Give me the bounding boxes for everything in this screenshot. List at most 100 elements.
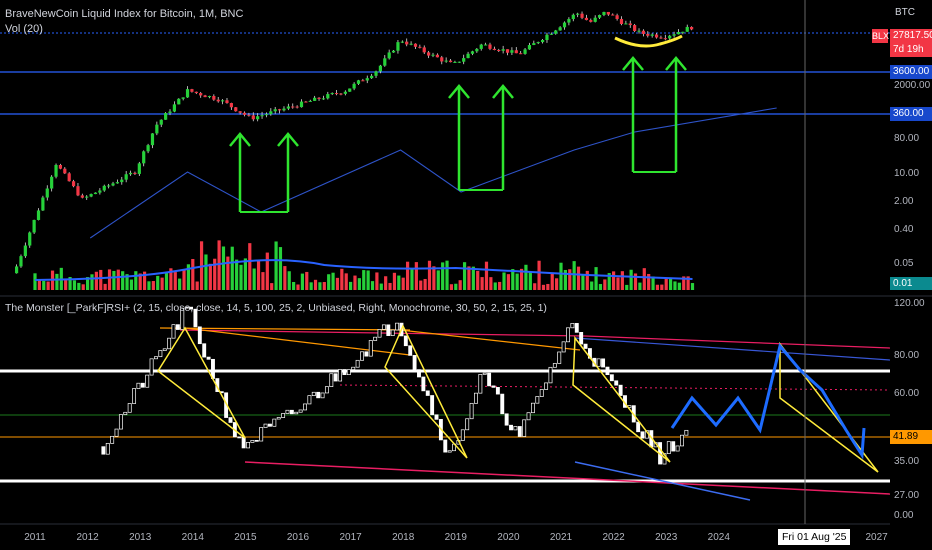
candle-body: [484, 44, 488, 46]
candle-body: [221, 100, 225, 102]
candle-body: [76, 186, 80, 196]
candle-body: [168, 111, 172, 114]
volume-bar: [664, 278, 668, 290]
volume-bar: [546, 283, 550, 290]
rsi-candle: [158, 350, 163, 358]
rsi-candle: [403, 335, 408, 347]
candle-body: [32, 219, 36, 233]
volume-bar: [300, 273, 304, 290]
volume-bar: [493, 282, 497, 290]
rsi-candle: [289, 409, 294, 415]
volume-bar: [366, 270, 370, 290]
rsi-candle: [465, 418, 470, 431]
indicator-title: The Monster [_ParkF]RSI+ (2, 15, close, …: [5, 302, 547, 314]
rsi-candle: [132, 388, 137, 404]
volume-bar: [138, 273, 142, 290]
volume-bar: [230, 246, 234, 290]
volume-bar: [99, 269, 103, 290]
volume-bar: [274, 241, 278, 290]
candle-body: [628, 23, 632, 26]
rsi-candle: [351, 366, 356, 370]
candle-body: [668, 35, 672, 39]
rsi-candle: [145, 374, 150, 388]
volume-bar: [191, 258, 195, 290]
rsi-candle: [474, 392, 478, 404]
rsi-candle: [601, 358, 606, 368]
rsi-candle: [360, 351, 364, 361]
candle-body: [146, 145, 150, 152]
volume-bar: [173, 272, 177, 290]
volume-bar: [515, 273, 519, 290]
candle-body: [370, 75, 374, 79]
volume-bar: [125, 274, 129, 290]
candle-body: [330, 93, 334, 95]
rsi-candle: [346, 369, 351, 375]
volume-bar: [195, 281, 199, 290]
candle-body: [177, 98, 181, 105]
volume-bar: [33, 273, 37, 290]
volume-pane: [33, 240, 695, 290]
volume-bar: [401, 277, 405, 290]
arrow-head: [229, 132, 251, 147]
rsi-candle: [566, 327, 570, 343]
candle-body: [93, 192, 98, 195]
candle-body: [291, 106, 295, 108]
candle-body: [242, 112, 247, 115]
candle-body: [549, 33, 553, 35]
volume-bar: [563, 269, 567, 290]
volume-bar: [555, 278, 559, 290]
rsi-trendline: [179, 329, 586, 337]
candle-body: [527, 45, 532, 50]
rsi-candle: [570, 323, 575, 329]
candle-body: [273, 109, 277, 112]
volume-bar: [638, 282, 642, 290]
up-arrow-6: [665, 56, 687, 172]
candle-body: [67, 173, 71, 182]
rsi-candle: [368, 340, 373, 357]
candle-body: [308, 100, 312, 102]
candle-body: [641, 30, 646, 34]
volume-bar: [454, 283, 458, 290]
volume-bar: [309, 282, 313, 290]
volume-bar: [248, 243, 252, 290]
volume-bar: [550, 273, 554, 290]
candle-body: [14, 266, 19, 274]
time-axis-label: 2012: [76, 532, 99, 543]
time-axis-label: 2015: [234, 532, 257, 543]
volume-bar: [620, 271, 624, 290]
candle-body: [58, 164, 63, 169]
candle-body: [107, 185, 111, 187]
candle-body: [431, 54, 435, 56]
volume-bar: [270, 283, 274, 290]
crosshair-date-label: Fri 01 Aug '25: [778, 529, 851, 545]
volume-bar: [261, 272, 265, 290]
candle-body: [475, 48, 479, 52]
candle-body: [299, 101, 304, 108]
candle-body: [203, 95, 207, 98]
rsi-candle: [596, 358, 601, 367]
candle-body: [510, 50, 514, 53]
time-axis-label: 2014: [182, 532, 205, 543]
rsi-candle: [487, 372, 492, 387]
candle-body: [356, 80, 361, 84]
arrow-head: [492, 84, 514, 99]
volume-bar: [647, 273, 651, 290]
rsi-candle: [408, 345, 413, 356]
time-axis-label: 2027: [865, 532, 888, 543]
time-axis-label: 2024: [708, 532, 731, 543]
up-arrow-5: [622, 56, 644, 172]
candle-body: [124, 174, 128, 180]
volume-bar: [506, 274, 510, 290]
candle-body: [453, 61, 457, 63]
volume-bar: [629, 269, 633, 290]
candle-body: [413, 43, 418, 47]
rsi-candle: [618, 384, 623, 396]
rsi-axis-tick: 35.00: [894, 456, 919, 467]
volume-bar: [410, 268, 414, 290]
rsi-candle: [140, 382, 145, 388]
candle-body: [571, 14, 575, 20]
volume-bar: [651, 276, 655, 290]
candle-body: [150, 133, 155, 146]
candle-body: [352, 83, 356, 89]
